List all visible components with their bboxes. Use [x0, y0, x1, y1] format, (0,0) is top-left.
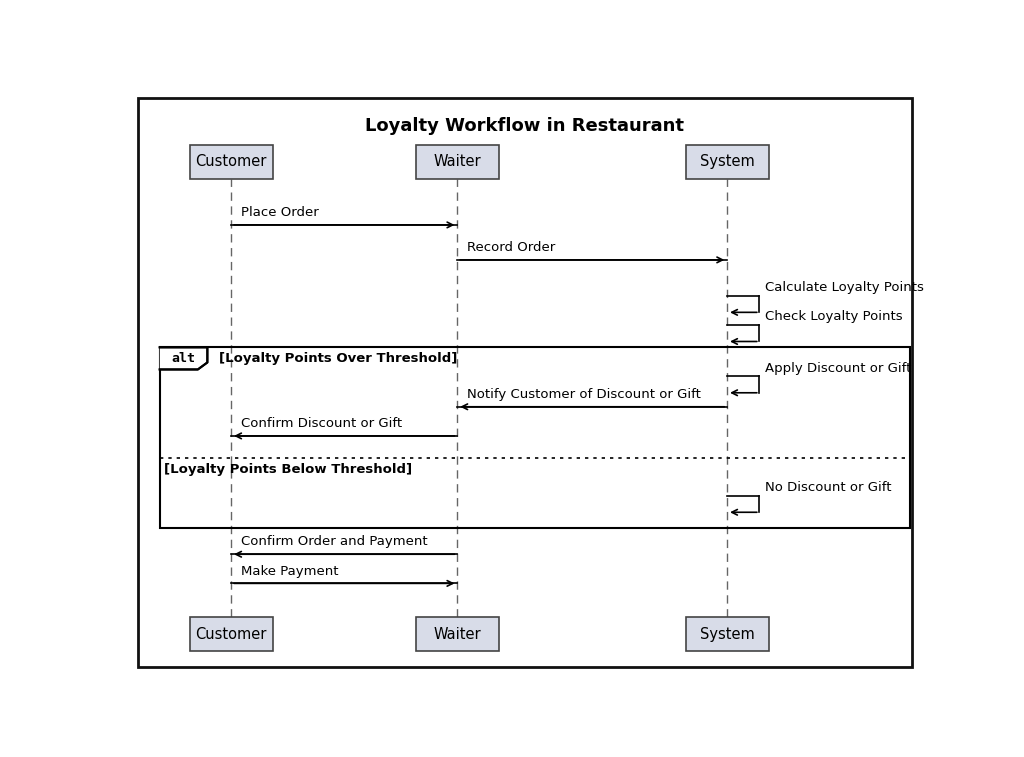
- Text: Calculate Loyalty Points: Calculate Loyalty Points: [765, 282, 924, 294]
- Polygon shape: [160, 347, 207, 369]
- Text: Waiter: Waiter: [433, 627, 481, 642]
- Text: Confirm Order and Payment: Confirm Order and Payment: [241, 535, 427, 548]
- Text: Record Order: Record Order: [467, 241, 555, 254]
- Text: Check Loyalty Points: Check Loyalty Points: [765, 310, 903, 323]
- Bar: [416, 617, 499, 651]
- Text: System: System: [699, 154, 755, 170]
- Text: Place Order: Place Order: [241, 206, 318, 219]
- Bar: [189, 145, 272, 179]
- Text: [Loyalty Points Below Threshold]: [Loyalty Points Below Threshold]: [164, 463, 412, 475]
- Text: Customer: Customer: [196, 627, 267, 642]
- Text: Confirm Discount or Gift: Confirm Discount or Gift: [241, 417, 401, 430]
- Bar: [685, 145, 769, 179]
- Text: Loyalty Workflow in Restaurant: Loyalty Workflow in Restaurant: [366, 117, 684, 135]
- Bar: [160, 347, 909, 528]
- Text: System: System: [699, 627, 755, 642]
- Text: Make Payment: Make Payment: [241, 565, 338, 578]
- Text: Customer: Customer: [196, 154, 267, 170]
- Text: alt: alt: [172, 352, 196, 365]
- Text: Apply Discount or Gift: Apply Discount or Gift: [765, 362, 911, 375]
- Bar: [416, 145, 499, 179]
- Text: [Loyalty Points Over Threshold]: [Loyalty Points Over Threshold]: [219, 352, 458, 365]
- Bar: [685, 617, 769, 651]
- Text: Notify Customer of Discount or Gift: Notify Customer of Discount or Gift: [467, 388, 700, 401]
- Text: Waiter: Waiter: [433, 154, 481, 170]
- Text: No Discount or Gift: No Discount or Gift: [765, 481, 892, 494]
- Bar: [189, 617, 272, 651]
